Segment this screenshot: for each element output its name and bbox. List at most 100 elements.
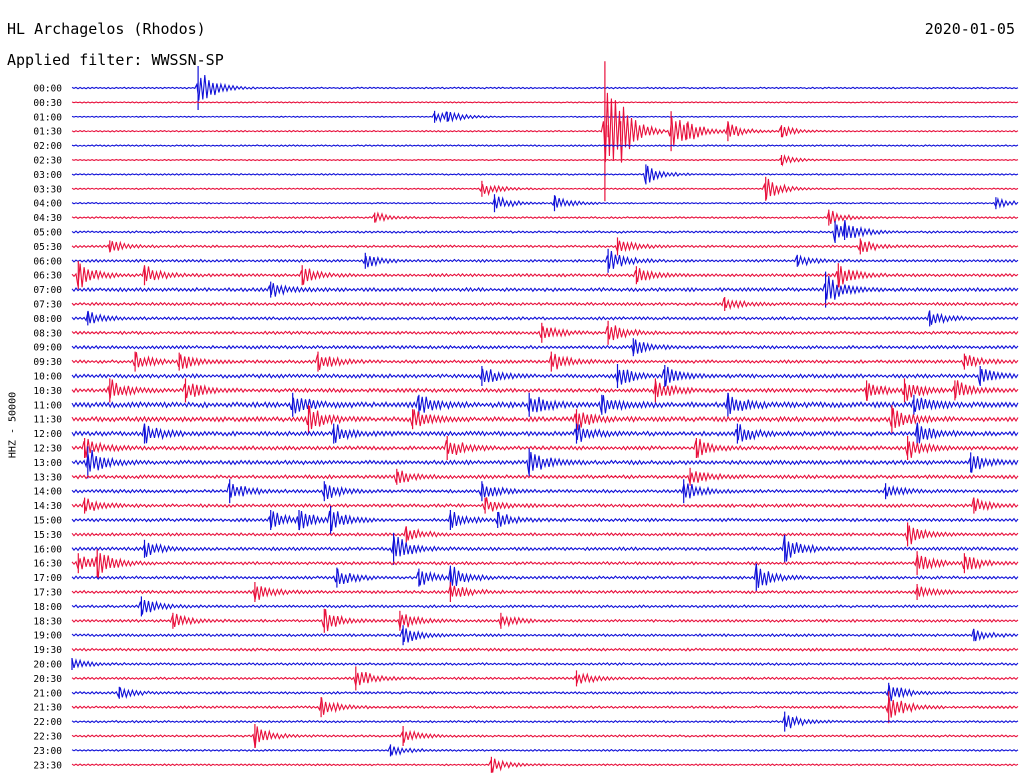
station-title: HL Archagelos (Rhodos) <box>7 20 206 38</box>
trace-row <box>71 153 1019 167</box>
trace-row <box>71 75 1019 101</box>
trace-row <box>71 510 1019 532</box>
filter-label: Applied filter: WWSSN-SP <box>7 51 224 69</box>
row-time-label: 10:30 <box>33 386 62 397</box>
row-time-label: 06:30 <box>33 271 62 282</box>
trace-row <box>71 210 1019 224</box>
trace-row <box>71 101 1019 104</box>
row-time-label: 17:00 <box>33 573 62 584</box>
trace-row <box>71 647 1019 652</box>
row-time-label: 01:00 <box>33 112 62 123</box>
row-time-label: 16:30 <box>33 559 62 570</box>
row-time-label: 23:30 <box>33 760 62 771</box>
trace-row <box>71 393 1019 414</box>
trace-row <box>71 553 1019 579</box>
trace-row <box>71 366 1019 387</box>
row-time-label: 11:30 <box>33 415 62 426</box>
trace-row <box>71 325 1019 341</box>
trace-row <box>71 685 1019 702</box>
trace-row <box>71 144 1019 147</box>
trace-row <box>71 470 1019 484</box>
row-time-label: 16:00 <box>33 544 62 555</box>
trace-row <box>71 195 1019 209</box>
trace-row <box>71 251 1019 269</box>
trace-row <box>71 483 1019 499</box>
row-time-label: 15:00 <box>33 516 62 527</box>
trace-row <box>71 658 1019 669</box>
trace-row <box>71 339 1019 355</box>
trace-row <box>71 240 1019 254</box>
row-time-label: 03:00 <box>33 170 62 181</box>
row-time-label: 21:30 <box>33 703 62 714</box>
row-time-label: 14:30 <box>33 501 62 512</box>
row-time-label: 23:00 <box>33 746 62 757</box>
row-time-label: 04:30 <box>33 213 62 224</box>
trace-row <box>71 263 1019 288</box>
row-time-label: 14:00 <box>33 487 62 498</box>
row-time-label: 05:30 <box>33 242 62 253</box>
trace-row <box>71 310 1019 325</box>
trace-row <box>71 92 1019 163</box>
trace-row <box>71 600 1019 615</box>
row-time-label: 21:00 <box>33 688 62 699</box>
row-time-label: 06:00 <box>33 256 62 267</box>
row-time-label: 11:00 <box>33 400 62 411</box>
row-time-label: 19:30 <box>33 645 62 656</box>
trace-row <box>71 178 1019 200</box>
date-label: 2020-01-05 <box>924 20 1015 38</box>
row-time-label: 18:30 <box>33 616 62 627</box>
row-time-label: 05:00 <box>33 228 62 239</box>
row-time-label: 12:00 <box>33 429 62 440</box>
trace-row <box>71 525 1019 545</box>
row-time-label: 18:00 <box>33 602 62 613</box>
row-time-label: 03:30 <box>33 184 62 195</box>
trace-row <box>71 276 1019 300</box>
trace-row <box>71 535 1019 562</box>
row-time-label: 04:00 <box>33 199 62 210</box>
row-time-label: 13:30 <box>33 472 62 483</box>
trace-row <box>71 497 1019 512</box>
row-time-label: 17:30 <box>33 588 62 599</box>
row-time-label: 09:30 <box>33 357 62 368</box>
trace-row <box>71 726 1019 748</box>
row-time-label: 20:00 <box>33 660 62 671</box>
trace-row <box>71 220 1019 242</box>
trace-row <box>71 379 1019 401</box>
row-time-label: 08:00 <box>33 314 62 325</box>
trace-row <box>71 715 1019 729</box>
row-time-label: 00:30 <box>33 98 62 109</box>
row-time-label: 01:30 <box>33 127 62 138</box>
row-time-label: 02:30 <box>33 156 62 167</box>
trace-row <box>71 438 1019 458</box>
trace-row <box>71 628 1019 643</box>
row-time-label: 02:00 <box>33 141 62 152</box>
trace-row <box>71 609 1019 632</box>
trace-row <box>71 744 1019 757</box>
row-time-label: 13:00 <box>33 458 62 469</box>
trace-row <box>71 697 1019 718</box>
trace-row <box>71 422 1019 444</box>
row-time-label: 09:00 <box>33 343 62 354</box>
row-time-label: 07:00 <box>33 285 62 296</box>
trace-row <box>71 758 1019 773</box>
trace-row <box>71 165 1019 184</box>
row-time-label: 19:00 <box>33 631 62 642</box>
row-time-label: 22:30 <box>33 732 62 743</box>
trace-row <box>71 449 1019 475</box>
trace-row <box>71 352 1019 370</box>
row-time-label: 22:00 <box>33 717 62 728</box>
row-time-label: 00:00 <box>33 84 62 95</box>
row-time-label: 20:30 <box>33 674 62 685</box>
row-time-label: 10:00 <box>33 372 62 383</box>
row-time-label: 08:30 <box>33 328 62 339</box>
trace-row <box>71 297 1019 311</box>
trace-row <box>71 563 1019 588</box>
trace-row <box>71 671 1019 686</box>
row-time-label: 07:30 <box>33 300 62 311</box>
row-time-label: 15:30 <box>33 530 62 541</box>
trace-row <box>71 111 1019 123</box>
trace-row <box>71 405 1019 431</box>
row-time-label: 12:30 <box>33 444 62 455</box>
